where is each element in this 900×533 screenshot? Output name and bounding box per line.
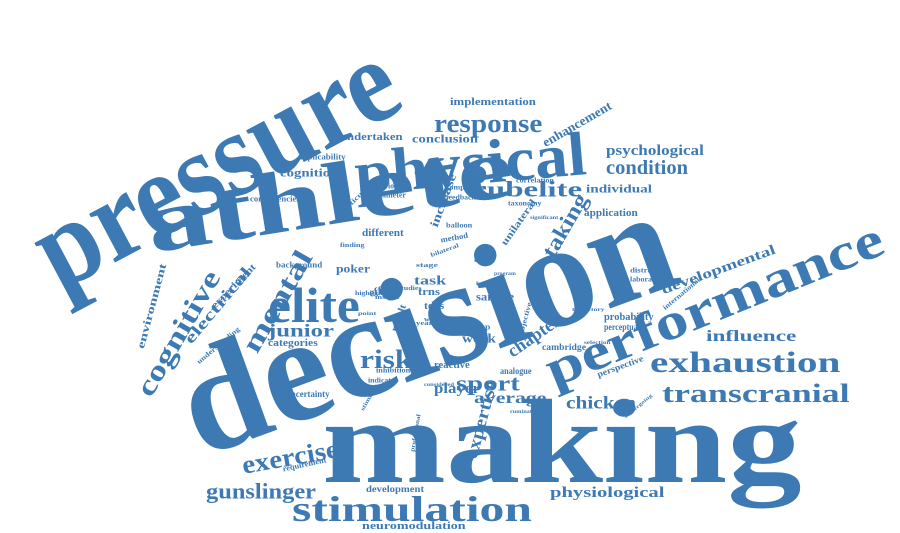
word-bart: bart	[476, 282, 491, 287]
word-task: task	[414, 272, 447, 288]
word-work: work	[462, 330, 496, 346]
word-gunslinger: gunslinger	[206, 478, 317, 504]
word-individual: individual	[586, 181, 653, 196]
word-year: year	[416, 321, 433, 328]
word-junior: junior	[268, 320, 335, 341]
word-chicken: chicken	[566, 392, 636, 413]
word-inhibition: inhibition	[376, 366, 411, 375]
word-distracting: distracting	[630, 266, 671, 275]
word-point: point	[358, 312, 377, 317]
word-response: response	[434, 109, 543, 139]
word-poker: poker	[336, 261, 370, 276]
word-implementation: implementation	[450, 96, 536, 109]
word-trajectory: trajectory	[572, 308, 605, 313]
word-laboratory: laboratory	[630, 275, 666, 284]
word-trns: trns	[418, 286, 440, 299]
word-tdcs: tdcs	[424, 301, 445, 312]
word-taxonomy: taxonomy	[508, 199, 542, 208]
word-categories: categories	[268, 338, 318, 349]
word-psychological: psychological	[606, 143, 704, 159]
word-sample: sample	[476, 289, 515, 304]
word-probability: probability	[604, 312, 654, 323]
word-finding: finding	[340, 243, 365, 250]
word-different: different	[362, 227, 404, 240]
word-making: making	[322, 375, 802, 508]
word-elite: elite	[268, 277, 360, 333]
word-exhaustion: exhaustion	[650, 346, 841, 379]
word-development: development	[366, 483, 425, 494]
word-reactive: reactive	[434, 360, 470, 371]
word-stimulation: stimulation	[292, 489, 532, 530]
word-highlight: highlight	[355, 291, 386, 298]
word-program: program	[494, 272, 516, 277]
word-stage: stage	[416, 263, 438, 270]
word-insight: insight	[375, 295, 400, 302]
word-balloon: balloon	[446, 221, 473, 230]
word-transcranial: transcranial	[662, 379, 850, 409]
word-competition: competition	[446, 183, 487, 192]
word-physiological: physiological	[550, 485, 665, 501]
word-rumination: rumination	[510, 410, 541, 415]
word-influence: influence	[706, 328, 797, 346]
word-applicability: applicability	[298, 152, 346, 162]
word-significant: significant	[530, 216, 559, 221]
word-background: background	[276, 260, 323, 270]
word-behavioural: behavioural	[368, 181, 408, 191]
word-average: average	[474, 390, 547, 408]
word-feedback: feedback	[446, 193, 476, 202]
word-conclusion: conclusion	[412, 131, 479, 146]
word-uncertainty: uncertainty	[286, 388, 330, 399]
word-world: world	[424, 315, 444, 324]
word-application: application	[584, 208, 638, 219]
word-condition: condition	[606, 157, 689, 179]
word-indicator: indicator	[368, 376, 399, 385]
word-subelite: subelite	[474, 176, 583, 202]
word-cambridge: cambridge	[542, 341, 586, 352]
word-risk: risk	[360, 345, 413, 375]
word-contingencies: contingencies	[250, 194, 300, 204]
word-correlation: correlation	[516, 176, 554, 185]
word-twice: twice	[474, 259, 491, 264]
word-analogue: analogue	[500, 365, 532, 376]
word-considered: considered	[424, 383, 454, 388]
word-studies: studies	[398, 286, 422, 293]
word-undertaken: undertaken	[340, 132, 403, 143]
word-selection: selection	[584, 341, 611, 346]
word-cognition: cognition	[280, 165, 339, 180]
word-parameter: parameter	[370, 190, 406, 200]
word-neuromodulation: neuromodulation	[362, 521, 466, 532]
word-player: player	[434, 381, 480, 397]
word-group: group	[466, 322, 491, 332]
word-sport: sport	[456, 370, 520, 396]
word-perceptual: perceptual	[604, 321, 640, 332]
